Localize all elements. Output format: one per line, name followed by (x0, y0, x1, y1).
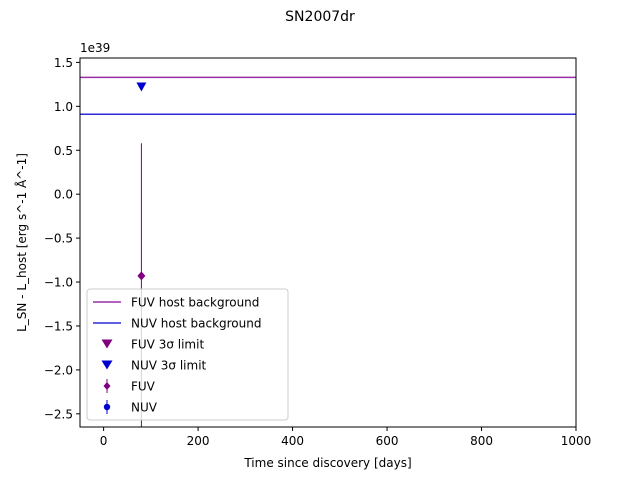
x-tick-label-3: 600 (376, 434, 399, 448)
chart-title: SN2007dr (285, 9, 355, 25)
y-tick-label-4: −0.5 (44, 232, 73, 246)
y-tick-label-8: 1.5 (54, 56, 73, 70)
legend-handle-fuv-limit (101, 339, 113, 349)
y-axis-label: L_SN - L_host [erg s^-1 Å^-1] (14, 153, 29, 332)
legend: FUV host background NUV host background … (86, 288, 289, 421)
y-tick-label-1: −2.0 (44, 363, 73, 377)
x-tick-label-0: 0 (100, 434, 108, 448)
y-offset-label: 1e39 (80, 41, 110, 55)
legend-label-nuv-limit: NUV 3σ limit (131, 359, 207, 373)
legend-label-fuv-limit: FUV 3σ limit (131, 338, 204, 352)
y-tick-label-2: −1.5 (44, 319, 73, 333)
y-tick-label-6: 0.5 (54, 144, 73, 158)
x-axis: 0 200 400 600 800 1000 (100, 427, 591, 448)
y-tick-label-3: −1.0 (44, 276, 73, 290)
plot-frame (79, 57, 577, 428)
y-tick-label-5: 0.0 (54, 188, 73, 202)
legend-label-nuv-host: NUV host background (131, 317, 261, 331)
legend-box (86, 288, 289, 421)
x-axis-label: Time since discovery [days] (243, 456, 411, 470)
y-tick-label-0: −2.5 (44, 407, 73, 421)
legend-handle-nuv-marker (103, 403, 111, 411)
legend-label-nuv: NUV (131, 401, 158, 415)
nuv-limit-marker-0 (136, 82, 147, 92)
y-tick-label-7: 1.0 (54, 100, 73, 114)
x-tick-label-4: 800 (470, 434, 493, 448)
legend-label-fuv-host: FUV host background (131, 296, 259, 310)
x-tick-label-1: 200 (187, 434, 210, 448)
fuv-point-0 (137, 271, 146, 281)
x-tick-label-2: 400 (281, 434, 304, 448)
legend-handle-fuv-marker (103, 382, 111, 390)
legend-handle-nuv-limit (101, 360, 113, 370)
y-axis: −2.5 −2.0 −1.5 −1.0 −0.5 0.0 0.5 1.0 1.5 (44, 56, 80, 421)
x-tick-label-5: 1000 (561, 434, 592, 448)
legend-label-fuv: FUV (131, 380, 156, 394)
plot-area (80, 76, 576, 427)
